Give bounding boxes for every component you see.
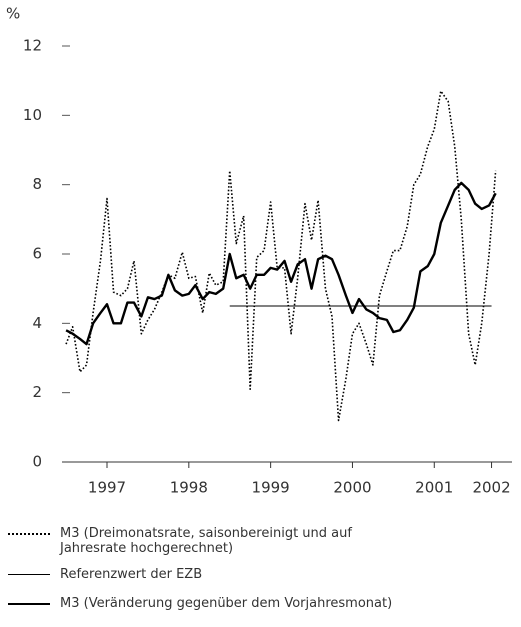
legend-item: Referenzwert der EZB (0, 567, 520, 582)
series-line (65, 181, 497, 346)
y-tick-label: 0 (32, 453, 42, 471)
series-line (65, 90, 497, 422)
x-tick-label: 2001 (415, 479, 453, 497)
y-axis-label: % (6, 5, 20, 23)
legend-swatch (8, 603, 50, 605)
x-tick-label: 2002 (472, 479, 510, 497)
y-tick-label: 8 (32, 175, 42, 193)
x-tick-label: 2000 (333, 479, 371, 497)
x-tick-label: 1999 (252, 479, 290, 497)
y-tick-label: 10 (23, 106, 42, 124)
legend-item: M3 (Dreimonatsrate, saisonbereinigt und … (0, 526, 360, 556)
x-tick-label: 1998 (170, 479, 208, 497)
legend-swatch (8, 574, 50, 575)
legend-swatch (8, 533, 50, 535)
y-tick-label: 4 (32, 314, 42, 332)
y-tick-label: 12 (23, 37, 42, 55)
y-tick-label: 2 (32, 383, 42, 401)
chart: % 0 2 4 6 8 10 12 1997 1998 1999 2000 2001 2002 (6, 5, 512, 497)
legend-label: Referenzwert der EZB (60, 567, 203, 582)
x-tick-label: 1997 (88, 479, 126, 497)
y-tick-label: 6 (32, 245, 42, 263)
legend-label: M3 (Veränderung gegenüber dem Vorjahresm… (60, 596, 393, 611)
legend-label: M3 (Dreimonatsrate, saisonbereinigt und … (60, 526, 352, 556)
legend-item: M3 (Veränderung gegenüber dem Vorjahresm… (0, 596, 520, 611)
